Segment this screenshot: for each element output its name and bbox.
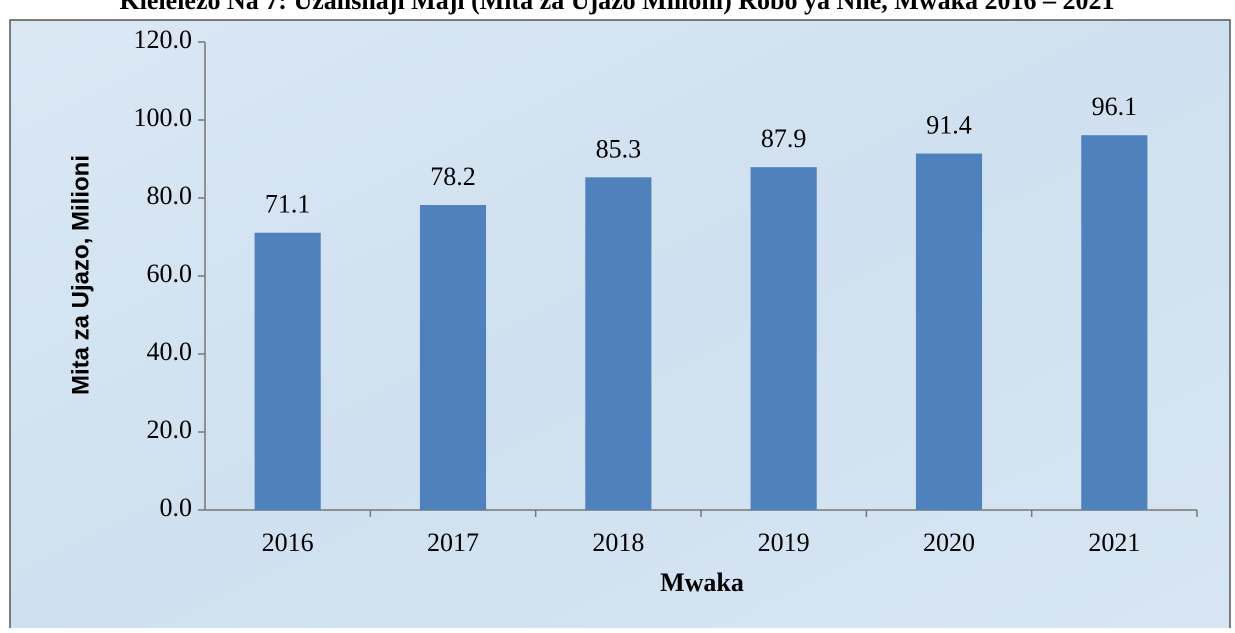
y-axis-label: Mita za Ujazo, Milioni: [67, 155, 94, 395]
data-label: 85.3: [596, 134, 642, 163]
y-tick-label: 80.0: [147, 181, 193, 210]
bar: [419, 205, 487, 510]
bar: [750, 167, 817, 510]
y-tick-label: 40.0: [147, 337, 193, 366]
bar: [915, 153, 983, 511]
x-tick-label: 2020: [923, 528, 975, 557]
bar: [1081, 135, 1148, 510]
bar: [254, 232, 321, 510]
data-label: 78.2: [430, 162, 476, 191]
x-tick-label: 2021: [1088, 528, 1140, 557]
x-tick-label: 2019: [758, 528, 810, 557]
y-tick-label: 100.0: [134, 103, 193, 132]
bar: [585, 177, 652, 510]
x-tick-label: 2016: [262, 528, 314, 557]
x-tick-label: 2017: [427, 528, 479, 557]
y-tick-label: 120.0: [134, 25, 193, 54]
chart-title: Kielelezo Na 7: Uzalishaji Maji (Mita za…: [119, 0, 1114, 15]
data-label: 71.1: [265, 190, 311, 219]
data-label: 87.9: [761, 124, 807, 153]
data-label: 91.4: [926, 111, 972, 140]
x-tick-label: 2018: [592, 528, 644, 557]
data-label: 96.1: [1092, 92, 1138, 121]
x-axis-label: Mwaka: [660, 568, 744, 597]
y-tick-label: 0.0: [160, 493, 193, 522]
y-tick-label: 60.0: [147, 259, 193, 288]
y-tick-label: 20.0: [147, 415, 193, 444]
